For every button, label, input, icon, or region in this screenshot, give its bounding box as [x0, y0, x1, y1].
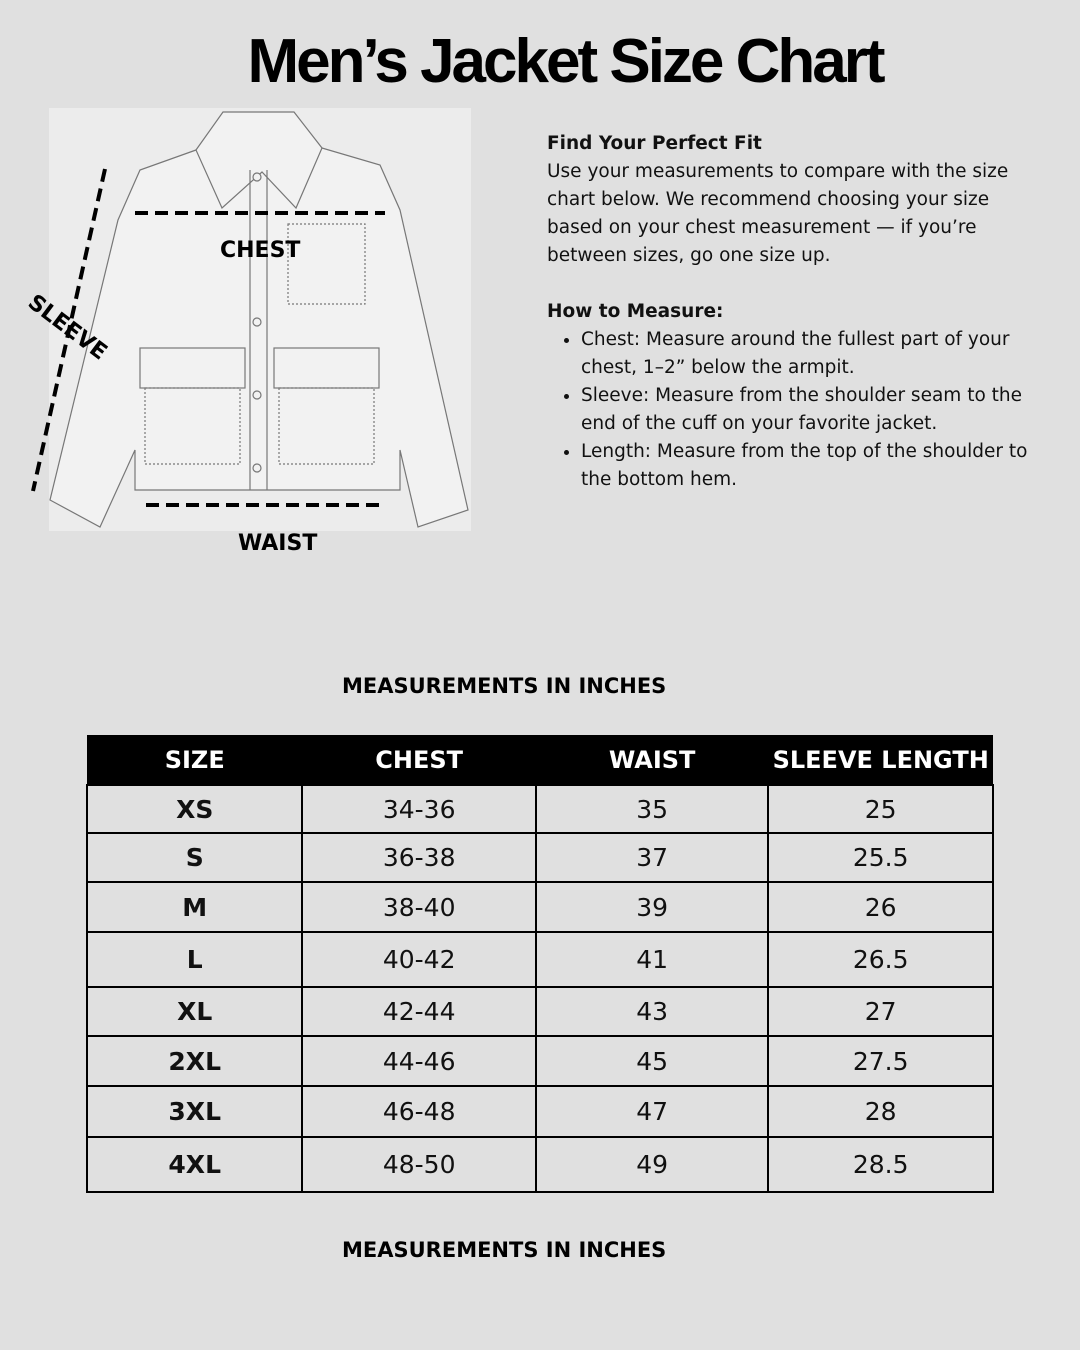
table-row: L 40-42 41 26.5: [85, 931, 994, 988]
measure-sleeve: Sleeve: Measure from the shoulder seam t…: [581, 382, 1047, 438]
table-row: S 36-38 37 25.5: [85, 832, 994, 883]
chest-cell: 46-48: [301, 1085, 537, 1138]
waist-cell: 47: [534, 1085, 770, 1138]
chest-cell: 44-46: [301, 1035, 537, 1087]
size-cell: 3XL: [85, 1085, 304, 1138]
jacket-diagram: CHEST WAIST SLEEVE: [0, 100, 480, 570]
size-cell: M: [85, 881, 304, 933]
sleeve-cell: 25.5: [767, 832, 994, 883]
waist-cell: 41: [534, 931, 770, 988]
sleeve-cell: 26.5: [767, 931, 994, 988]
header-chest: CHEST: [302, 735, 536, 785]
sleeve-measure-line: [31, 168, 107, 492]
size-cell: 2XL: [85, 1035, 304, 1087]
size-cell: L: [85, 931, 304, 988]
measurements-caption-top: MEASUREMENTS IN INCHES: [342, 674, 667, 698]
size-cell: XL: [85, 986, 304, 1037]
fit-info: Find Your Perfect Fit Use your measureme…: [547, 130, 1047, 494]
fit-intro: Use your measurements to compare with th…: [547, 161, 1009, 266]
size-table: SIZE CHEST WAIST SLEEVE LENGTH XS 34-36 35…: [85, 735, 994, 1193]
chest-cell: 36-38: [301, 832, 537, 883]
measurements-caption-bottom: MEASUREMENTS IN INCHES: [342, 1238, 667, 1262]
sleeve-cell: 26: [767, 881, 994, 933]
table-header: SIZE CHEST WAIST SLEEVE LENGTH: [87, 735, 993, 785]
size-cell: S: [85, 832, 304, 883]
table-row: M 38-40 39 26: [85, 881, 994, 933]
table-row: XS 34-36 35 25: [85, 784, 994, 834]
table-row: 4XL 48-50 49 28.5: [85, 1136, 994, 1193]
header-waist: WAIST: [535, 735, 769, 785]
chest-label: CHEST: [220, 238, 301, 263]
header-sleeve: SLEEVE LENGTH: [768, 735, 993, 785]
fit-heading: Find Your Perfect Fit: [547, 133, 762, 154]
waist-cell: 49: [534, 1136, 770, 1193]
waist-cell: 45: [534, 1035, 770, 1087]
chest-cell: 38-40: [301, 881, 537, 933]
chest-cell: 48-50: [301, 1136, 537, 1193]
sleeve-cell: 25: [767, 784, 994, 834]
measure-length: Length: Measure from the top of the shou…: [581, 438, 1047, 494]
how-to-measure-heading: How to Measure:: [547, 301, 724, 322]
waist-label: WAIST: [238, 531, 318, 556]
table-row: 2XL 44-46 45 27.5: [85, 1035, 994, 1087]
measure-list: Chest: Measure around the fullest part o…: [547, 326, 1047, 494]
header-size: SIZE: [87, 735, 303, 785]
sleeve-cell: 28: [767, 1085, 994, 1138]
waist-cell: 43: [534, 986, 770, 1037]
page-title: Men’s Jacket Size Chart: [247, 27, 885, 96]
chest-cell: 42-44: [301, 986, 537, 1037]
waist-cell: 37: [534, 832, 770, 883]
size-cell: 4XL: [85, 1136, 304, 1193]
chest-cell: 34-36: [301, 784, 537, 834]
sleeve-cell: 27.5: [767, 1035, 994, 1087]
sleeve-cell: 27: [767, 986, 994, 1037]
size-cell: XS: [85, 784, 304, 834]
table-row: 3XL 46-48 47 28: [85, 1085, 994, 1138]
table-row: XL 42-44 43 27: [85, 986, 994, 1037]
waist-cell: 39: [534, 881, 770, 933]
measure-chest: Chest: Measure around the fullest part o…: [581, 326, 1047, 382]
waist-cell: 35: [534, 784, 770, 834]
chest-cell: 40-42: [301, 931, 537, 988]
sleeve-cell: 28.5: [767, 1136, 994, 1193]
jacket-illustration: [31, 108, 471, 531]
